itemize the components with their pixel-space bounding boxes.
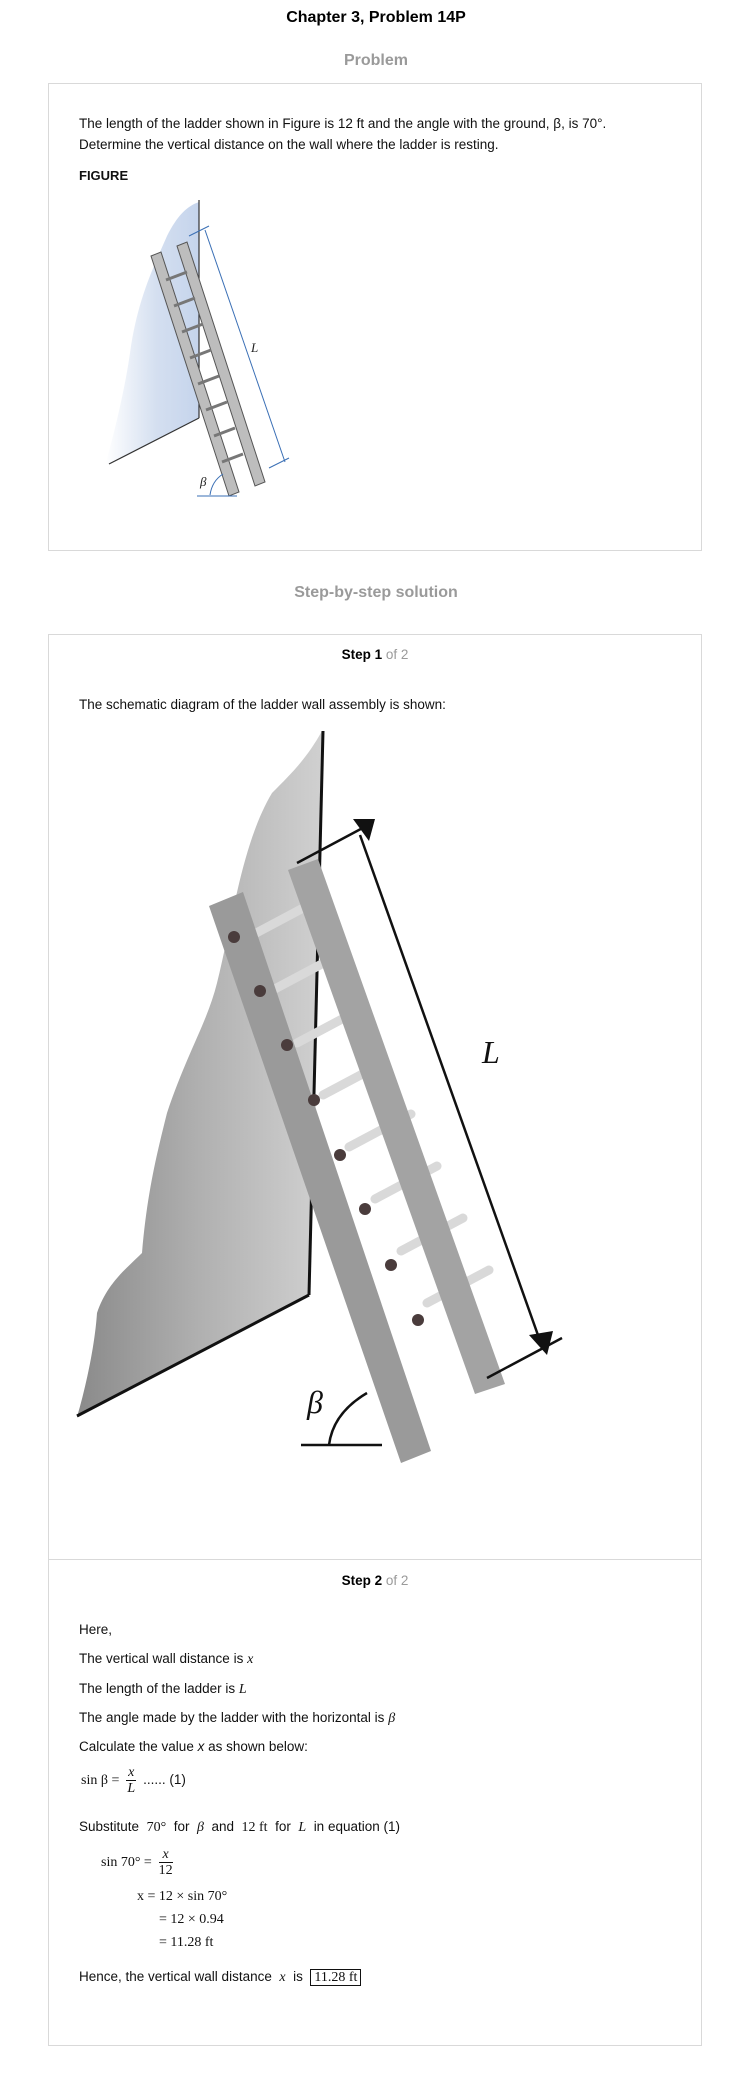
calc-prefix: Calculate the value	[79, 1739, 194, 1754]
hence-text: Hence, the vertical wall distance	[79, 1969, 272, 1984]
angle-symbol: β	[388, 1711, 396, 1726]
problem-text-line2: Determine the vertical distance on the w…	[79, 137, 499, 152]
ground-edge	[76, 1293, 310, 1418]
calc-line-2: x = 12 × sin 70°	[137, 1889, 228, 1904]
angle-text: The angle made by the ladder with the ho…	[79, 1710, 385, 1725]
wall-surface	[77, 731, 322, 1417]
step2-of-total: of 2	[385, 1573, 409, 1588]
subst-angle-value: 70°	[146, 1820, 167, 1835]
definition-angle: The angle made by the ladder with the ho…	[79, 1708, 395, 1729]
subst-for-1: for	[173, 1819, 190, 1834]
calc-line-1: sin 70° = x 12	[101, 1847, 176, 1878]
ladder	[150, 241, 266, 497]
calc-line-3: = 12 × 0.94	[159, 1912, 224, 1927]
substitute-line: Substitute 70° for β and 12 ft for L in …	[79, 1817, 400, 1838]
ladder-figure: L β	[105, 200, 290, 497]
problem-heading: Problem	[343, 52, 408, 69]
line1-fraction: x 12	[158, 1847, 173, 1878]
solution-heading: Step-by-step solution	[294, 584, 458, 601]
definition-vertical: The vertical wall distance is x	[79, 1649, 253, 1670]
length-text: The length of the ladder is	[79, 1681, 236, 1696]
subst-and: and	[211, 1819, 234, 1834]
step1-heading: Step 1 of 2	[49, 647, 701, 662]
step1-word: Step 1	[341, 647, 383, 662]
wall-shading	[105, 202, 199, 466]
step2-heading: Step 2 of 2	[49, 1573, 701, 1588]
hence-is: is	[293, 1969, 303, 1984]
calculate-line: Calculate the value x as shown below:	[79, 1737, 308, 1757]
definition-length: The length of the ladder is L	[79, 1679, 247, 1700]
figure-label: FIGURE	[79, 168, 129, 183]
solution-card: Step 1 of 2 The schematic diagram of the…	[48, 634, 702, 2046]
here-text: Here,	[79, 1622, 113, 1637]
arrowhead-top	[353, 819, 375, 841]
eq1-denominator: L	[127, 1781, 136, 1796]
arrowhead-bottom	[529, 1331, 553, 1355]
step1-of-total: of 2	[385, 647, 409, 662]
page-title: Chapter 3, Problem 14P	[286, 9, 466, 26]
hence-line: Hence, the vertical wall distance x is 1…	[79, 1967, 362, 1988]
line1-numerator: x	[158, 1847, 173, 1863]
subst-word: Substitute	[79, 1819, 140, 1834]
step-divider	[49, 1559, 701, 1560]
vertical-text: The vertical wall distance is	[79, 1651, 244, 1666]
angle-arc	[327, 1391, 368, 1446]
ground-line	[108, 417, 200, 465]
step1-intro: The schematic diagram of the ladder wall…	[79, 697, 446, 712]
line1-denominator: 12	[158, 1863, 173, 1878]
eq1-numerator: x	[126, 1765, 137, 1781]
angle-label: β	[199, 474, 207, 489]
length-dimension-lines	[296, 821, 563, 1380]
calc-suffix: as shown below:	[208, 1739, 308, 1754]
eq1-tag: ...... (1)	[143, 1772, 186, 1788]
problem-card: The length of the ladder shown in Figure…	[48, 83, 702, 551]
angle-arc	[209, 473, 224, 496]
subst-in-equation: in equation (1)	[313, 1819, 400, 1834]
length-label: L	[250, 340, 258, 355]
hence-symbol: x	[279, 1970, 286, 1985]
vertical-symbol: x	[247, 1652, 254, 1667]
line1-lhs: sin 70° =	[101, 1855, 152, 1871]
subst-length-value: 12 ft	[241, 1820, 268, 1835]
length-label-L: L	[481, 1034, 500, 1070]
final-answer: 11.28 ft	[310, 1969, 362, 1986]
subst-L: L	[298, 1820, 307, 1835]
problem-text-line1: The length of the ladder shown in Figure…	[79, 116, 607, 131]
length-dimension	[188, 225, 290, 469]
eq1-fraction: x L	[126, 1765, 137, 1796]
equation-1: sin β = x L ...... (1)	[81, 1765, 186, 1796]
subst-beta: β	[196, 1820, 204, 1835]
angle-label-beta: β	[306, 1384, 323, 1420]
calc-symbol: x	[197, 1739, 205, 1754]
subst-for-2: for	[275, 1819, 291, 1834]
schematic-diagram: L β	[76, 730, 563, 1463]
eq1-lhs: sin β =	[81, 1773, 120, 1789]
length-symbol: L	[238, 1682, 247, 1697]
ladder-right-rail	[288, 859, 505, 1394]
ladder-bolts	[228, 931, 424, 1326]
calc-line-4: = 11.28 ft	[159, 1935, 214, 1950]
step2-word: Step 2	[341, 1573, 383, 1588]
ladder-left-rail	[209, 892, 431, 1463]
